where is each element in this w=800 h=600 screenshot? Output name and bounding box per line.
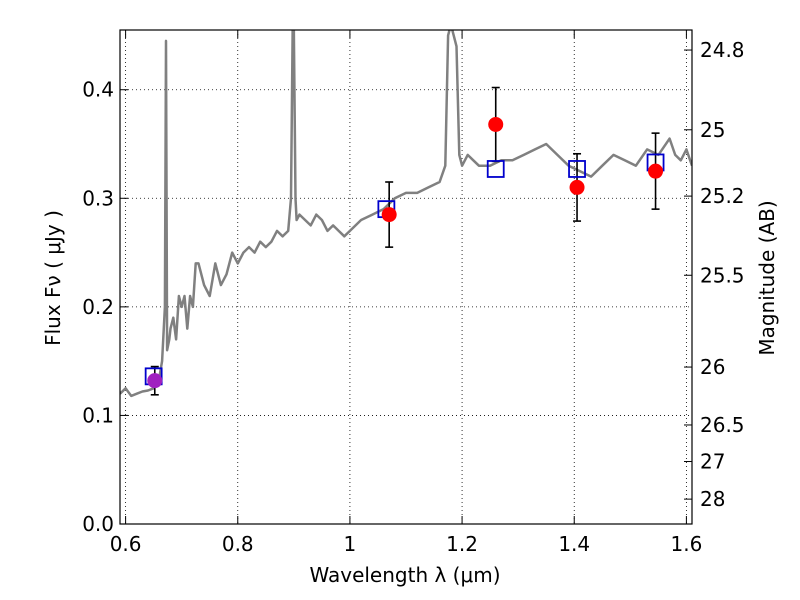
- mag-tick-label: 27: [700, 450, 725, 474]
- y-tick-label: 0.3: [82, 186, 114, 210]
- x-tick-label: 0.8: [222, 532, 254, 556]
- mag-tick-label: 28: [700, 487, 725, 511]
- photometry-markers: [144, 86, 665, 396]
- mag-tick-label: 25.5: [700, 263, 745, 287]
- mag-tick-label: 24.8: [700, 38, 745, 62]
- mag-tick-label: 25: [700, 118, 725, 142]
- x-tick-label: 1: [344, 532, 357, 556]
- spectrum-series: [120, 30, 692, 398]
- observed-circle-marker: [381, 207, 397, 223]
- y-axis-right-title: Magnitude (AB): [755, 200, 779, 355]
- observed-circle-marker: [569, 179, 585, 195]
- model-square-marker: [568, 160, 586, 178]
- plot-border: [119, 29, 693, 525]
- observed-circle-marker: [648, 163, 664, 179]
- spectrum-line: [120, 30, 692, 398]
- mag-tick-label: 26.5: [700, 413, 745, 437]
- y-tick-label: 0.4: [82, 78, 114, 102]
- y-tick-label: 0.2: [82, 295, 114, 319]
- mag-tick-label: 25.2: [700, 184, 745, 208]
- axis-ticks: 0.6 0.8 1 1.2 1.4 1.6 0.0 0.1 0.2 0.3 0.4 24.8 25 25.…: [82, 30, 745, 556]
- mag-tick-label: 26: [700, 355, 725, 379]
- x-tick-label: 1.4: [558, 532, 590, 556]
- plot-frame: [119, 29, 693, 525]
- overlap-circle-marker: [147, 373, 163, 389]
- x-tick-label: 1.6: [670, 532, 702, 556]
- x-axis-title: Wavelength λ (μm): [309, 563, 500, 587]
- y-tick-label: 0.0: [82, 512, 114, 536]
- x-tick-label: 1.2: [446, 532, 478, 556]
- y-tick-label: 0.1: [82, 403, 114, 427]
- model-square-marker: [486, 160, 505, 178]
- observed-circle-marker: [488, 116, 504, 132]
- y-axis-title: Flux Fν ( μJy ): [41, 210, 65, 346]
- x-tick-label: 0.6: [110, 532, 142, 556]
- grid-lines: [120, 30, 692, 525]
